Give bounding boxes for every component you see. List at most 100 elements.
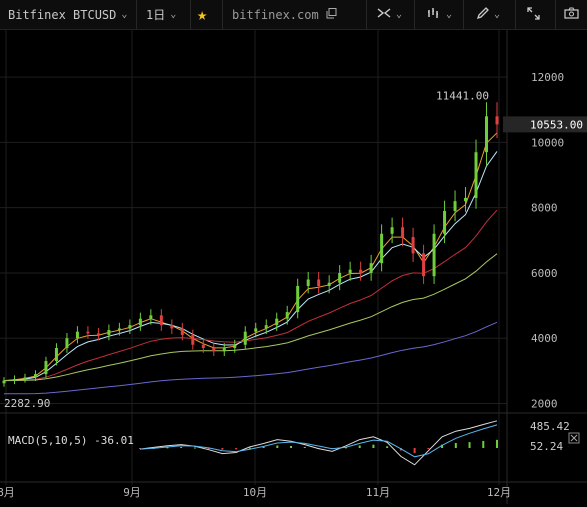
chevron-down-icon: ⌄ <box>494 9 501 20</box>
candle-body <box>44 361 48 375</box>
pencil-icon <box>476 6 489 23</box>
candle-body <box>285 312 289 319</box>
candle-body <box>464 197 468 202</box>
candle-body <box>359 269 363 273</box>
copy-icon <box>326 7 337 22</box>
candle-body <box>317 279 321 286</box>
macd-histogram-bar <box>248 447 251 449</box>
macd-histogram-bar <box>358 445 361 448</box>
grid-lines <box>0 30 587 504</box>
macd-histogram-bar <box>482 440 485 448</box>
candle-body <box>296 286 300 313</box>
time-tick-label: 10月 <box>243 486 267 499</box>
candle-body <box>453 201 457 211</box>
candle-body <box>432 233 436 277</box>
symbol-selector[interactable]: Bitfinex BTCUSD ⌄ <box>8 0 127 29</box>
candle-body <box>12 379 16 381</box>
candle-body <box>96 333 100 335</box>
candle-body <box>33 374 37 378</box>
price-chart[interactable]: MACD(5,10,5) -36.01 485.42 52.24 12000 1000… <box>0 30 587 504</box>
macd-histogram-bar <box>262 446 265 448</box>
interval-selector[interactable]: 1日 ⌄ <box>146 0 176 29</box>
close-icon <box>568 432 580 444</box>
chart-area[interactable]: MACD(5,10,5) -36.01 485.42 52.24 12000 1000… <box>0 30 587 504</box>
price-tick-label: 6000 <box>531 267 558 280</box>
candle-body <box>212 348 216 352</box>
favorite-button[interactable]: ★ <box>197 0 207 29</box>
macd-signal-line <box>139 424 498 458</box>
labels: 11441.00 2282.90 10553.00 <box>4 89 587 410</box>
candle-body <box>443 210 447 234</box>
macd-axis-top: 485.42 <box>530 420 570 433</box>
candle-body <box>75 331 79 339</box>
candle-body <box>23 377 27 379</box>
candle-body <box>159 315 163 326</box>
macd-histogram-bar <box>180 446 183 448</box>
watermark-label: bitfinex.com <box>232 7 319 22</box>
candle-body <box>2 380 6 384</box>
drawing-tools-button[interactable]: ⌄ <box>476 0 500 29</box>
ma-line-1 <box>3 209 498 382</box>
candle-body <box>128 325 132 329</box>
macd-axis-mid: 52.24 <box>530 440 563 453</box>
candle-body <box>401 227 405 238</box>
candle-body <box>411 237 415 254</box>
watermark-link[interactable]: bitfinex.com <box>232 0 337 29</box>
price-tick-label: 4000 <box>531 332 558 345</box>
macd-histogram-bar <box>303 446 306 448</box>
time-tick-label: 11月 <box>366 486 390 499</box>
indicators-button[interactable]: ⌄ <box>377 0 402 29</box>
price-tick-label: 12000 <box>531 71 564 84</box>
candle-body <box>485 116 489 153</box>
candle-body <box>107 330 111 335</box>
macd-histogram-bar <box>276 445 279 448</box>
close-icon-glyph <box>570 434 578 442</box>
time-axis: 8月 9月 10月 11月 12月 <box>0 486 511 499</box>
macd-histogram-bar <box>454 442 457 448</box>
candle-body <box>138 318 142 326</box>
expand-icon <box>527 6 540 23</box>
chevron-down-icon: ⌄ <box>170 9 177 20</box>
candle-body <box>495 116 499 125</box>
macd-histogram-bar <box>441 444 444 448</box>
macd-histogram-bar <box>221 448 224 450</box>
macd-histogram-bar <box>235 448 238 450</box>
time-tick-label: 9月 <box>123 486 141 499</box>
candle-body <box>275 318 279 326</box>
price-tick-label: 10000 <box>531 136 564 149</box>
time-tick-label: 12月 <box>487 486 511 499</box>
ma-line-3 <box>4 321 498 395</box>
price-axis: 12000 10000 8000 6000 4000 2000 <box>531 71 564 410</box>
macd-line <box>139 420 498 466</box>
high-price-label: 11441.00 <box>436 89 489 102</box>
camera-icon <box>564 7 579 22</box>
macd-histogram-bar <box>413 448 416 454</box>
price-tick-label: 8000 <box>531 202 558 215</box>
chart-type-button[interactable]: ⌄ <box>427 0 452 29</box>
candle-body <box>243 331 247 345</box>
candle-body <box>254 328 258 332</box>
current-price-label: 10553.00 <box>530 118 583 131</box>
candle-body <box>54 348 58 362</box>
interval-label: 1日 <box>146 8 166 22</box>
candlestick-series <box>2 102 499 387</box>
candle-body <box>390 227 394 234</box>
macd-histogram-bar <box>468 442 471 448</box>
candle-body <box>327 282 331 286</box>
candle-body <box>474 152 478 198</box>
macd-histogram-bar <box>427 448 430 449</box>
candle-body <box>170 325 174 329</box>
price-tick-label: 2000 <box>531 397 558 410</box>
candle-body <box>306 279 310 286</box>
screenshot-button[interactable] <box>564 0 579 29</box>
candle-body <box>201 344 205 348</box>
macd-label: MACD(5,10,5) -36.01 <box>8 434 134 447</box>
time-tick-label: 8月 <box>0 486 15 499</box>
bar-chart-icon <box>427 7 441 22</box>
macd-histogram-bar <box>344 447 347 449</box>
chevron-down-icon: ⌄ <box>121 9 128 20</box>
fullscreen-button[interactable] <box>527 0 540 29</box>
chart-toolbar: Bitfinex BTCUSD ⌄ 1日 ⌄ ★ bitfinex.com ⌄ … <box>0 0 587 30</box>
current-price-tag <box>503 116 587 133</box>
crosshair-icon <box>377 7 391 22</box>
